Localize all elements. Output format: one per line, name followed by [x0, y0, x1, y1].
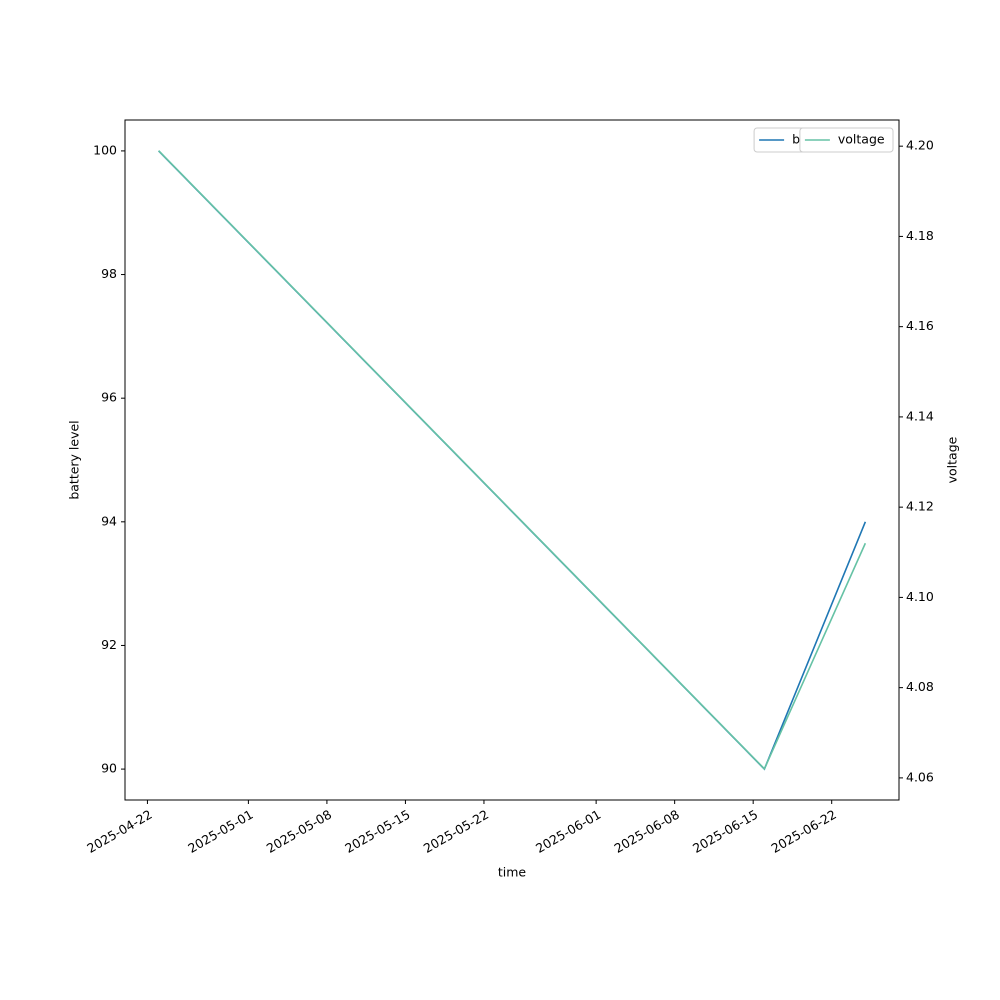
- y-tick-label: 98: [101, 266, 117, 281]
- legend: voltage: [799, 127, 894, 153]
- y-tick-label: 96: [101, 390, 117, 405]
- legend-label: voltage: [838, 132, 885, 147]
- y2-tick-label: 4.08: [906, 679, 934, 694]
- legend-box: [799, 127, 894, 153]
- y2-tick-label: 4.20: [906, 138, 934, 153]
- y2-axis-label: voltage: [945, 436, 960, 483]
- plot-frame: [124, 119, 900, 801]
- y2-tick-label: 4.10: [906, 589, 934, 604]
- y2-tick-label: 4.16: [906, 318, 934, 333]
- y-tick-label: 100: [93, 142, 117, 157]
- series-line: [158, 150, 867, 771]
- y-tick-label: 92: [101, 637, 117, 652]
- y-tick-label: 90: [101, 761, 117, 776]
- y-tick-label: 94: [101, 513, 117, 528]
- y2-tick-label: 4.06: [906, 769, 934, 784]
- y2-tick-label: 4.14: [906, 408, 934, 423]
- y-axis-label: battery level: [67, 420, 82, 499]
- x-axis-label: time: [498, 865, 527, 880]
- y2-tick-label: 4.12: [906, 499, 934, 514]
- y2-tick-label: 4.18: [906, 228, 934, 243]
